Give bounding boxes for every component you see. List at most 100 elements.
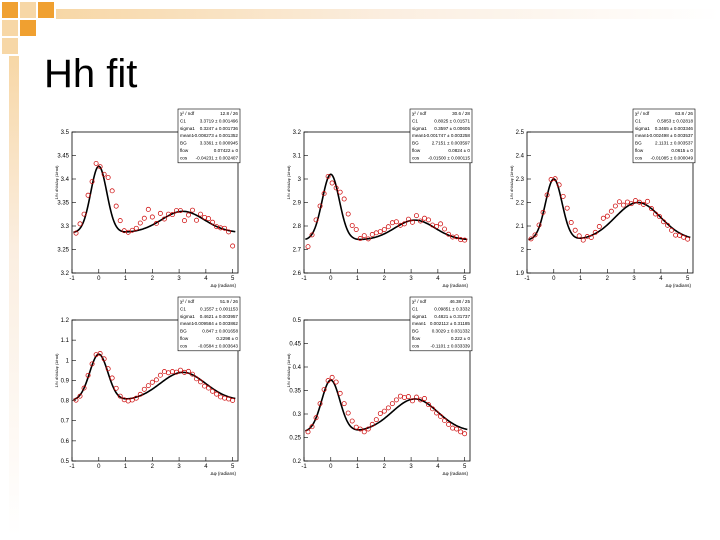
chart-2-stat-value: 30.6 / 28 (452, 111, 470, 116)
chart-5-stat-label: BG (412, 329, 419, 334)
chart-3-data-point (677, 232, 683, 238)
chart-2-xtick-label: 1 (356, 276, 360, 282)
chart-4-data-point (222, 395, 228, 401)
fit-plot-3: 1.9 2 2.1 2.2 2.3 2.4 2.5 -1 0 1 2 3 4 5Δφ (radians) 1… (509, 108, 696, 288)
chart-4-y-axis-label: 1/N dN/dΔφ (1/rad) (54, 353, 59, 388)
chart-2-y-axis-label: 1/N dN/dΔφ (1/rad) (286, 165, 291, 200)
chart-1-data-point (194, 217, 199, 223)
chart-4-stat-value: -0.0584 ± 0.003643 (198, 343, 238, 348)
chart-5-stat-label: sigma1 (412, 314, 427, 319)
chart-2-data-point (413, 213, 419, 219)
chart-3-ytick-label: 2.2 (516, 201, 525, 207)
chart-5-data-point (333, 379, 339, 385)
chart-2-data-point (418, 218, 423, 224)
chart-3-data-point (564, 205, 570, 211)
chart-1-stat-value: 3.3719 ± 0.001496 (200, 118, 239, 123)
chart-3-data-point (608, 208, 614, 214)
corner-deco-square-5 (20, 20, 36, 36)
chart-2-data-point (442, 226, 448, 232)
chart-5-data-point (393, 397, 399, 403)
chart-5-data-point (401, 395, 407, 401)
chart-4-data-point (81, 385, 87, 391)
chart-3-data-point (576, 233, 582, 239)
chart-4-data-point (149, 379, 155, 385)
chart-2-stat-value: 0.8025 ± 0.01571 (434, 118, 470, 123)
chart-1-data-point (101, 171, 107, 177)
chart-3-data-point (616, 199, 622, 205)
chart-5-ytick-label: 0.3 (293, 412, 302, 418)
chart-4-stat-label: cos (180, 343, 188, 348)
chart-1-xtick-label: 5 (231, 276, 235, 282)
fit-plot-5: 0.2 0.25 0.3 0.35 0.4 0.45 0.5 -1 0 1 2 3 4 5Δφ (radi… (286, 296, 473, 476)
chart-1-data-point (181, 218, 187, 224)
chart-2-ytick-label: 2.8 (293, 224, 302, 230)
chart-4-ytick-label: 0.5 (61, 459, 70, 465)
chart-5-data-point (405, 394, 411, 400)
chart-5-stat-value: -0.1101 ± 0.033339 (431, 343, 471, 348)
chart-5-ytick-label: 0.4 (293, 365, 302, 371)
chart-2-stat-label: sigma1 (412, 126, 427, 131)
chart-3-data-point (649, 206, 654, 212)
chart-4-xtick-label: 2 (151, 464, 155, 470)
chart-1-data-point (85, 192, 91, 198)
chart-2-data-point (309, 232, 315, 238)
chart-4-data-point (145, 383, 151, 389)
chart-3-data-point (528, 236, 534, 242)
chart-1-data-point (190, 207, 195, 213)
chart-2-ytick-label: 3.1 (293, 154, 302, 160)
chart-3-ytick-label: 2.5 (516, 130, 525, 136)
chart-1-data-point (226, 229, 232, 235)
chart-2-data-point (317, 203, 323, 209)
chart-3-stat-label: cos (635, 155, 643, 160)
chart-3-stat-label: sigma1 (635, 126, 650, 131)
chart-3-data-point (544, 192, 550, 198)
chart-1-ytick-label: 3.2 (61, 271, 70, 277)
chart-2-data-point (305, 244, 311, 250)
chart-4-xtick-label: -1 (69, 464, 75, 470)
chart-3-data-point (536, 222, 542, 228)
chart-4-data-point (210, 388, 216, 394)
chart-5-stat-value: 0.09851 ± 0.3332 (434, 306, 470, 311)
chart-5-xtick-label: 5 (463, 464, 467, 470)
chart-1-data-point (206, 216, 211, 222)
chart-3-stat-value: 63.8 / 26 (675, 111, 693, 116)
chart-1-data-point (222, 225, 228, 231)
chart-5-data-point (450, 425, 456, 431)
chart-3-stat-value: -0.002498 ± 0.003537 (648, 133, 693, 138)
chart-4-data-point (117, 393, 123, 399)
chart-5-data-point (397, 393, 403, 399)
chart-1-stat-label: sigma1 (180, 126, 195, 131)
chart-4-ytick-label: 1.1 (61, 338, 70, 344)
chart-2-stat-label: χ² / ndf (412, 111, 427, 116)
chart-4-data-point (141, 386, 147, 392)
chart-3-xtick-label: 4 (659, 276, 663, 282)
chart-4-stat-value: 0.847 ± 0.001658 (202, 329, 238, 334)
chart-4-stat-label: C1 (180, 306, 186, 311)
chart-1-data-point (169, 212, 175, 218)
chart-1-ytick-label: 3.4 (61, 177, 70, 183)
chart-1-stat-value: -0.008273 ± 0.001352 (193, 133, 238, 138)
chart-4-frame (71, 319, 239, 462)
fit-plot-1: 3.2 3.25 3.3 3.35 3.4 3.45 3.5 -1 0 1 2 3 4 5Δφ (radi… (54, 108, 241, 288)
chart-5-data-point (389, 401, 395, 407)
chart-1-data-point (109, 188, 115, 194)
chart-1-data-point (105, 175, 111, 180)
chart-4-data-point (194, 376, 199, 382)
chart-4-data-point (161, 369, 167, 375)
chart-5-data-point (438, 413, 443, 419)
chart-5-data-point (426, 402, 431, 408)
chart-4-xtick-label: 0 (97, 464, 101, 470)
chart-5-data-point (345, 410, 351, 416)
chart-1-data-point (161, 216, 167, 222)
chart-4-ytick-label: 0.7 (61, 419, 70, 425)
chart-2-xtick-label: 5 (463, 276, 467, 282)
chart-4-stat-value: -0.009584 ± 0.003862 (193, 321, 238, 326)
chart-5-data-point (357, 426, 363, 432)
chart-5-data-point (349, 418, 355, 424)
chart-3-data-point (657, 214, 662, 220)
chart-1-data-point (141, 215, 147, 221)
chart-2-stat-value: 2.7151 ± 0.003597 (432, 141, 471, 146)
chart-5-xtick-label: 3 (409, 464, 413, 470)
chart-3-data-point (604, 213, 610, 219)
chart-5-data-point (313, 415, 319, 421)
